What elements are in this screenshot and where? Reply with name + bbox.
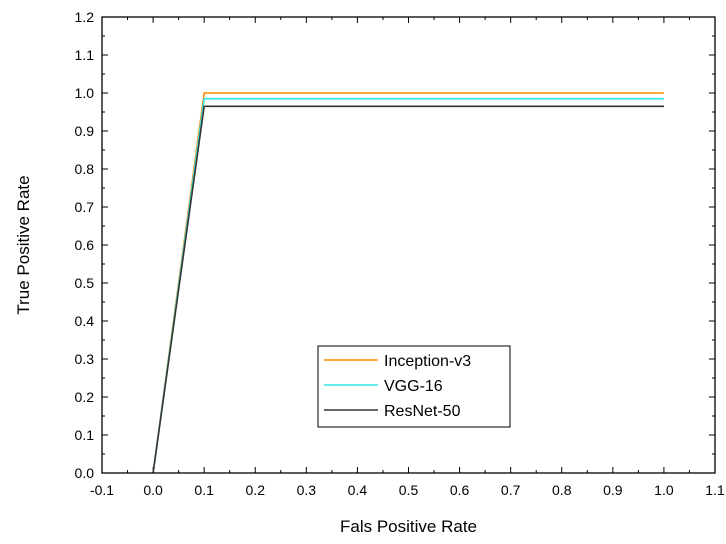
- x-axis-title: Fals Positive Rate: [340, 517, 477, 536]
- y-tick-label: 1.2: [75, 9, 95, 25]
- x-tick-label: 0.0: [143, 482, 163, 498]
- x-tick-label: 0.2: [246, 482, 266, 498]
- plot-frame: [101, 16, 716, 474]
- y-tick-label: 0.7: [75, 199, 95, 215]
- series-layer: [152, 92, 664, 474]
- legend: Inception-v3 VGG-16 ResNet-50: [317, 345, 511, 428]
- x-tick-label: 0.1: [194, 482, 214, 498]
- x-tick-label: 0.7: [501, 482, 521, 498]
- x-tick-labels: -0.1 0.0 0.1 0.2 0.3 0.4 0.5 0.6 0.7 0.8 0.9 1.0 1.1: [90, 482, 725, 498]
- y-tick-label: 0.0: [75, 465, 95, 481]
- y-tick-label: 1.0: [75, 85, 95, 101]
- y-tick-label: 0.9: [75, 123, 95, 139]
- series-line-2: [152, 105, 664, 474]
- y-axis-title: True Positive Rate: [14, 175, 33, 314]
- legend-label: Inception-v3: [384, 353, 471, 370]
- y-tick-label: 0.2: [75, 389, 95, 405]
- legend-label: VGG-16: [384, 378, 443, 395]
- x-tick-label: 0.4: [348, 482, 368, 498]
- y-tick-label: 0.4: [75, 313, 95, 329]
- y-tick-label: 0.5: [75, 275, 95, 291]
- x-tick-label: 0.8: [552, 482, 572, 498]
- y-tick-labels: 0.0 0.1 0.2 0.3 0.4 0.5 0.6 0.7 0.8 0.9 1.0 1.1 1.2: [75, 9, 95, 481]
- x-tick-label: 1.1: [705, 482, 725, 498]
- x-tick-label: 0.3: [297, 482, 317, 498]
- axis-ticks: [101, 16, 716, 474]
- y-tick-label: 1.1: [75, 47, 95, 63]
- y-tick-label: 0.3: [75, 351, 95, 367]
- x-tick-label: 1.0: [654, 482, 674, 498]
- y-tick-label: 0.8: [75, 161, 95, 177]
- legend-label: ResNet-50: [384, 403, 461, 420]
- x-tick-label: -0.1: [90, 482, 114, 498]
- x-tick-label: 0.6: [450, 482, 470, 498]
- y-tick-label: 0.1: [75, 427, 95, 443]
- x-tick-label: 0.5: [399, 482, 419, 498]
- y-tick-label: 0.6: [75, 237, 95, 253]
- x-tick-label: 0.9: [603, 482, 623, 498]
